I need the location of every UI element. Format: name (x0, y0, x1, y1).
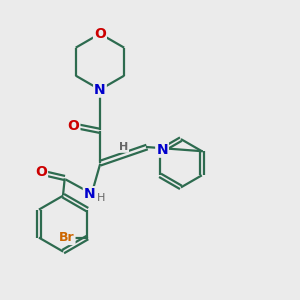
Text: H: H (97, 193, 105, 203)
Text: N: N (156, 143, 168, 157)
Text: O: O (35, 165, 47, 179)
Text: H: H (119, 142, 128, 152)
Text: O: O (68, 119, 80, 134)
Text: N: N (94, 82, 106, 97)
Text: Br: Br (59, 231, 75, 244)
Text: O: O (94, 27, 106, 41)
Text: N: N (84, 187, 95, 201)
